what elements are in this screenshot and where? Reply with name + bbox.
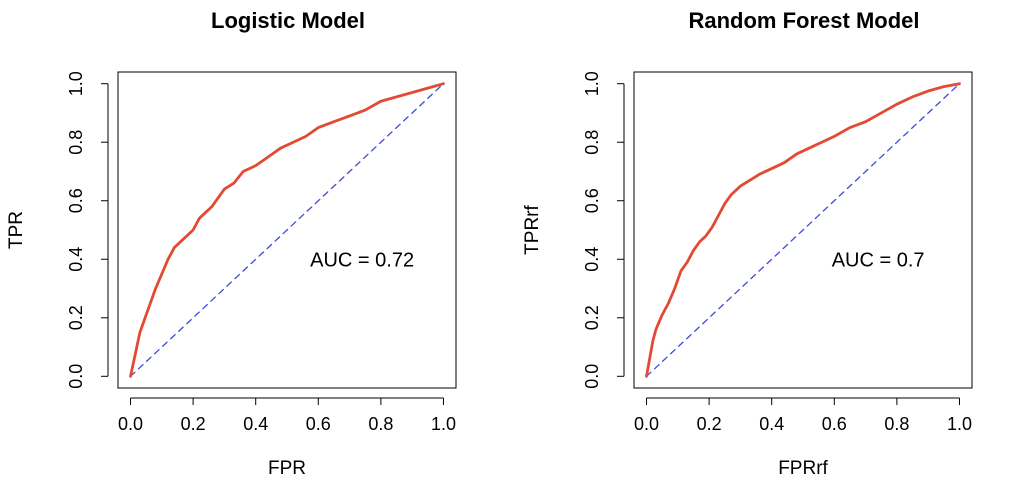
x-tick-label: 1.0 bbox=[947, 414, 972, 434]
y-tick-label: 1.0 bbox=[66, 71, 86, 96]
chart-panel-2: Random Forest Model 0.0 0.2 0.4 0.6 0.8 1.0 0.0… bbox=[522, 8, 973, 479]
plot-frame bbox=[117, 71, 457, 389]
y-axis-label: TPR bbox=[6, 211, 27, 249]
x-axis-label: FPRrf bbox=[778, 458, 828, 479]
roc-curve-line bbox=[645, 82, 961, 378]
x-tick-label: 0.8 bbox=[368, 414, 393, 434]
y-tick-label: 0.2 bbox=[66, 305, 86, 330]
x-tick-label: 0.2 bbox=[697, 414, 722, 434]
x-tick-label: 0.8 bbox=[884, 414, 909, 434]
x-tick-label: 0.4 bbox=[243, 414, 268, 434]
reference-diagonal-line bbox=[645, 83, 961, 377]
x-tick-label: 1.0 bbox=[431, 414, 456, 434]
y-tick-label: 0.4 bbox=[66, 247, 86, 272]
x-axis-label: FPR bbox=[268, 458, 306, 479]
reference-diagonal-line bbox=[129, 83, 445, 377]
y-tick-label: 0.8 bbox=[582, 130, 602, 155]
y-tick-label: 0.4 bbox=[582, 247, 602, 272]
y-tick-label: 0.6 bbox=[66, 188, 86, 213]
x-tick-label: 0.0 bbox=[118, 414, 143, 434]
y-tick-label: 0.0 bbox=[582, 364, 602, 389]
y-tick-label: 0.8 bbox=[66, 130, 86, 155]
y-tick-label: 0.2 bbox=[582, 305, 602, 330]
auc-annotation: AUC = 0.7 bbox=[832, 249, 925, 271]
roc-curve-line bbox=[129, 82, 445, 378]
chart-panel-1: Logistic Model 0.0 0.2 0.4 0.6 0.8 1.0 0.0 0.2 0.… bbox=[6, 8, 457, 479]
auc-annotation: AUC = 0.72 bbox=[310, 249, 414, 271]
x-tick-label: 0.2 bbox=[181, 414, 206, 434]
x-tick-label: 0.4 bbox=[759, 414, 784, 434]
x-tick-label: 0.6 bbox=[306, 414, 331, 434]
plot-frame bbox=[633, 71, 973, 389]
chart-title: Logistic Model bbox=[211, 8, 365, 33]
y-tick-label: 0.6 bbox=[582, 188, 602, 213]
y-tick-label: 0.0 bbox=[66, 364, 86, 389]
chart-title: Random Forest Model bbox=[688, 8, 919, 33]
y-tick-label: 1.0 bbox=[582, 71, 602, 96]
x-tick-label: 0.0 bbox=[634, 414, 659, 434]
y-axis-label: TPRrf bbox=[522, 204, 543, 254]
x-tick-label: 0.6 bbox=[822, 414, 847, 434]
